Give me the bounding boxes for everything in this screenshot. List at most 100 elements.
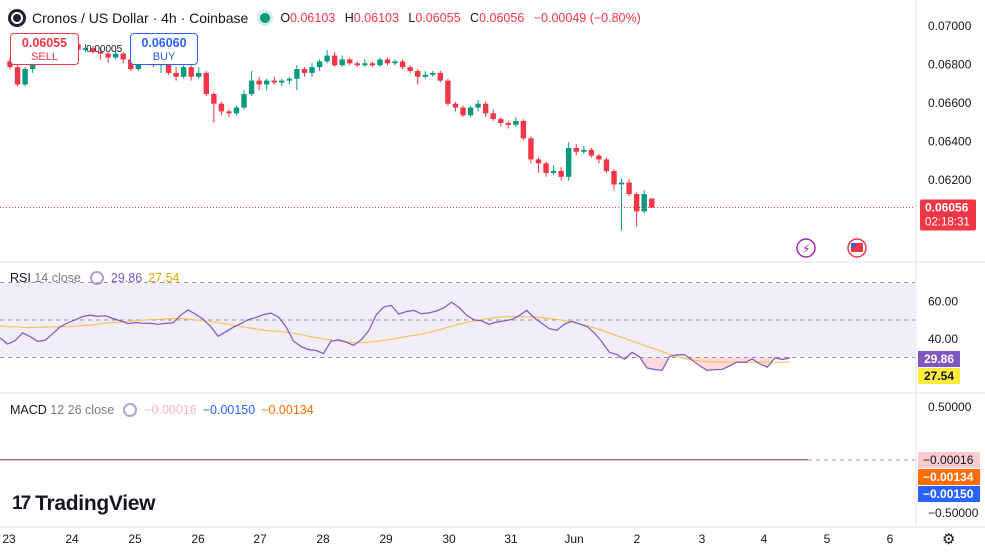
- spread-value: 0.00005: [86, 44, 123, 55]
- market-status-icon: [260, 13, 271, 23]
- symbol-header: Cronos / US Dollar · 4h · Coinbase O0.06…: [8, 9, 647, 27]
- change-value: −0.00049 (−0.80%): [533, 11, 641, 25]
- buy-label: BUY: [152, 51, 176, 63]
- price-tick-label: 0.06600: [928, 96, 972, 110]
- rsi-ma-line: [0, 315, 791, 364]
- candle-body: [618, 182, 625, 185]
- candle-body: [7, 61, 13, 68]
- lightning-icon: ⚡: [802, 242, 810, 256]
- candle-body: [120, 53, 126, 60]
- macd-signal-badge-label: −0.00134: [923, 470, 974, 484]
- macd-line-value: −0.00150: [202, 403, 256, 417]
- time-tick-label: 26: [191, 532, 205, 546]
- price-tick-label: 0.07000: [928, 19, 972, 33]
- last-price-badge: [920, 199, 976, 231]
- rsi-value-badge: [918, 351, 960, 367]
- candle-body: [452, 103, 459, 108]
- countdown-label: 02:18:31: [925, 217, 970, 229]
- gear-icon[interactable]: ⚙: [942, 531, 956, 548]
- time-tick-label: Jun: [564, 532, 583, 546]
- rsi-oversold-fill: [0, 357, 790, 371]
- time-tick-label: 30: [442, 532, 456, 546]
- event-markers: ⚡: [796, 238, 867, 258]
- macd-hist-badge: [918, 452, 980, 468]
- macd-line-badge-label: −0.00150: [923, 487, 974, 501]
- ohlc-values: O0.06103 H0.06103 L0.06055 C0.06056 −0.0…: [280, 11, 641, 25]
- candle-body: [248, 80, 255, 95]
- macd-legend[interactable]: MACD 12 26 close −0.00016 −0.00150 −0.00…: [10, 403, 314, 417]
- candle-body: [573, 147, 579, 152]
- symbol-title[interactable]: Cronos / US Dollar · 4h · Coinbase: [32, 10, 249, 26]
- buy-price: 0.06060: [141, 36, 187, 50]
- open-value: 0.06103: [290, 11, 336, 25]
- candle-body: [369, 63, 376, 66]
- time-tick-label: 5: [824, 532, 831, 546]
- candle-body: [294, 69, 300, 79]
- candle-body: [581, 149, 587, 152]
- buy-button[interactable]: 0.06060 BUY: [130, 33, 198, 65]
- candle-body: [180, 67, 187, 77]
- candles: [0, 36, 915, 231]
- sell-button[interactable]: 0.06055 SELL: [10, 33, 79, 65]
- macd-hist-badge-label: −0.00016: [923, 453, 974, 467]
- candle-body: [490, 113, 496, 120]
- candle-body: [528, 138, 534, 160]
- axes: 0.06200 0.06400 0.06600 0.06800 0.07000 0.060…: [2, 19, 980, 546]
- close-value: 0.06056: [479, 11, 525, 25]
- candle-body: [535, 159, 542, 164]
- rsi-legend[interactable]: RSI 14 close 29.86 27.54: [10, 271, 179, 285]
- macd-name: MACD: [10, 403, 47, 417]
- rsi-ma-value: 27.54: [148, 271, 180, 285]
- rsi-pane: [0, 282, 915, 372]
- rsi-badge-label: 29.86: [924, 352, 954, 366]
- candle-body: [550, 171, 557, 173]
- candle-body: [97, 51, 104, 54]
- candle-body: [90, 48, 96, 52]
- candle-body: [279, 80, 285, 83]
- indicator-settings-icon[interactable]: [123, 403, 138, 417]
- candle-body: [203, 72, 209, 95]
- low-value: 0.06055: [415, 11, 461, 25]
- candle-body: [256, 80, 262, 85]
- macd-params: 12 26 close: [50, 403, 115, 417]
- candle-body: [407, 67, 413, 71]
- candle-body: [520, 121, 527, 139]
- candle-body: [422, 74, 428, 77]
- candle-body: [445, 80, 451, 104]
- candle-body: [437, 72, 444, 81]
- candle-body: [384, 59, 391, 64]
- indicator-settings-icon[interactable]: [89, 271, 104, 285]
- sell-price: 0.06055: [21, 36, 68, 50]
- candle-body: [331, 55, 338, 66]
- time-tick-label: 28: [316, 532, 330, 546]
- candle-body: [324, 55, 330, 62]
- sell-label: SELL: [31, 51, 58, 63]
- candle-body: [415, 71, 421, 77]
- candle-body: [505, 122, 511, 125]
- price-tick-label: 0.06800: [928, 57, 972, 71]
- last-price-label: 0.06056: [925, 201, 969, 215]
- candle-body: [218, 103, 225, 112]
- time-tick-label: 23: [2, 532, 16, 546]
- grid: [0, 0, 985, 528]
- flag-canton-icon: [851, 243, 856, 247]
- candle-body: [316, 61, 323, 68]
- candle-body: [165, 63, 172, 73]
- candle-body: [309, 67, 315, 73]
- candle-body: [113, 53, 119, 58]
- dividend-event-icon[interactable]: [796, 238, 816, 258]
- rsi-tick-label: 40.00: [928, 332, 958, 346]
- time-tick-label: 29: [379, 532, 393, 546]
- time-tick-label: 27: [253, 532, 267, 546]
- candle-body: [513, 121, 519, 125]
- candle-body: [460, 107, 466, 116]
- candle-body: [264, 80, 270, 85]
- candle-body: [301, 69, 308, 73]
- time-tick-label: 6: [887, 532, 894, 546]
- macd-hist-value: −0.00016: [144, 403, 197, 417]
- candle-body: [211, 94, 217, 104]
- tradingview-logo[interactable]: 17 TradingView: [12, 492, 156, 515]
- candle-body: [82, 48, 89, 50]
- candle-body: [543, 163, 549, 173]
